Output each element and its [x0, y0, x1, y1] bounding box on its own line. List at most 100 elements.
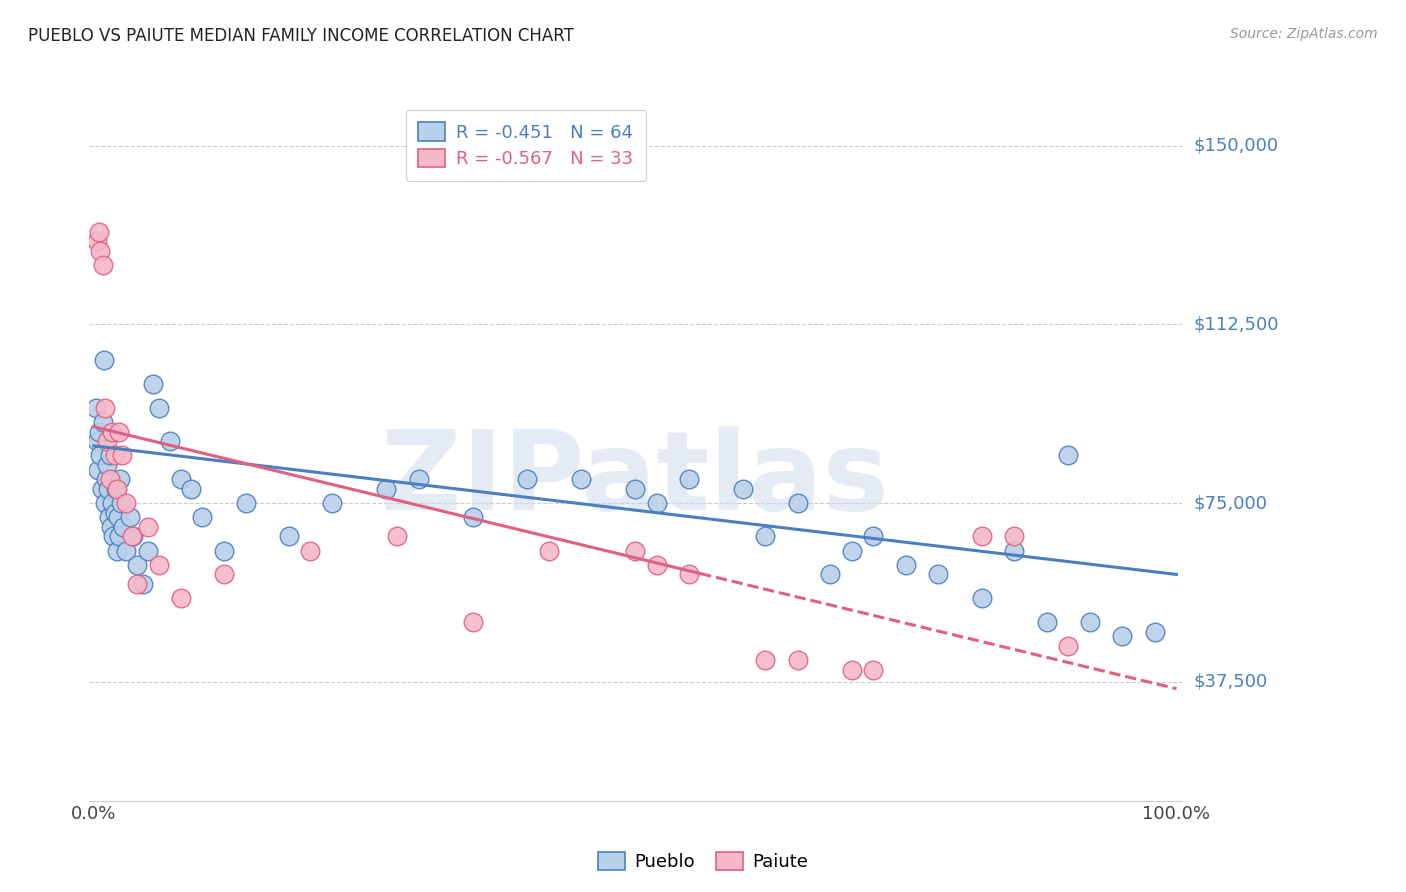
Point: [1057, 449, 1080, 463]
Point: [93, 353, 115, 368]
Point: [537, 543, 560, 558]
Point: [94, 401, 117, 415]
Point: [385, 529, 408, 543]
Point: [733, 482, 755, 496]
Point: [235, 496, 257, 510]
Point: [299, 543, 322, 558]
Point: [191, 510, 214, 524]
Point: [98, 510, 121, 524]
Point: [1143, 624, 1166, 639]
Point: [111, 449, 134, 463]
Point: [1002, 529, 1025, 543]
Point: [148, 401, 170, 415]
Point: [127, 558, 149, 572]
Point: [98, 449, 121, 463]
Point: [104, 482, 127, 496]
Point: [96, 458, 118, 472]
Point: [101, 496, 124, 510]
Point: [97, 482, 120, 496]
Point: [136, 520, 159, 534]
Text: Source: ZipAtlas.com: Source: ZipAtlas.com: [1230, 27, 1378, 41]
Point: [894, 558, 917, 572]
Point: [169, 591, 191, 606]
Point: [94, 472, 117, 486]
Point: [115, 543, 138, 558]
Text: $37,500: $37,500: [1194, 673, 1267, 690]
Point: [105, 482, 128, 496]
Point: [103, 449, 125, 463]
Point: [624, 543, 647, 558]
Point: [127, 577, 149, 591]
Point: [115, 496, 138, 510]
Point: [103, 506, 125, 520]
Point: [818, 567, 841, 582]
Point: [112, 520, 135, 534]
Point: [159, 434, 181, 449]
Point: [98, 472, 121, 486]
Point: [103, 529, 125, 543]
Point: [754, 529, 776, 543]
Point: [754, 653, 776, 667]
Point: [277, 529, 299, 543]
Point: [108, 529, 131, 543]
Point: [94, 496, 117, 510]
Point: [96, 434, 118, 449]
Legend: R = -0.451   N = 64, R = -0.567   N = 33: R = -0.451 N = 64, R = -0.567 N = 33: [406, 110, 645, 181]
Point: [645, 496, 668, 510]
Point: [841, 663, 863, 677]
Point: [89, 244, 111, 258]
Point: [786, 496, 808, 510]
Point: [624, 482, 647, 496]
Point: [136, 543, 159, 558]
Point: [84, 401, 107, 415]
Point: [122, 529, 145, 543]
Point: [678, 472, 700, 486]
Point: [321, 496, 343, 510]
Point: [148, 558, 170, 572]
Point: [516, 472, 538, 486]
Point: [678, 567, 700, 582]
Point: [107, 510, 129, 524]
Point: [786, 653, 808, 667]
Point: [1078, 615, 1101, 629]
Text: PUEBLO VS PAIUTE MEDIAN FAMILY INCOME CORRELATION CHART: PUEBLO VS PAIUTE MEDIAN FAMILY INCOME CO…: [28, 27, 574, 45]
Point: [212, 567, 235, 582]
Point: [142, 376, 165, 391]
Point: [461, 615, 484, 629]
Point: [461, 510, 484, 524]
Point: [862, 529, 884, 543]
Point: [131, 577, 153, 591]
Point: [87, 463, 110, 477]
Text: $150,000: $150,000: [1194, 136, 1278, 155]
Point: [108, 472, 131, 486]
Point: [118, 510, 141, 524]
Point: [862, 663, 884, 677]
Legend: Pueblo, Paiute: Pueblo, Paiute: [591, 845, 815, 879]
Point: [91, 258, 114, 272]
Point: [180, 482, 202, 496]
Point: [841, 543, 863, 558]
Point: [89, 425, 111, 439]
Point: [970, 529, 993, 543]
Point: [169, 472, 191, 486]
Point: [89, 449, 111, 463]
Point: [91, 415, 114, 429]
Point: [110, 496, 132, 510]
Point: [1035, 615, 1057, 629]
Point: [86, 434, 108, 449]
Point: [970, 591, 993, 606]
Point: [89, 225, 111, 239]
Text: $75,000: $75,000: [1194, 494, 1267, 512]
Point: [408, 472, 430, 486]
Point: [645, 558, 668, 572]
Point: [101, 425, 124, 439]
Point: [1111, 629, 1133, 643]
Point: [90, 482, 112, 496]
Point: [212, 543, 235, 558]
Point: [927, 567, 949, 582]
Point: [569, 472, 592, 486]
Point: [108, 425, 131, 439]
Text: ZIPatlas: ZIPatlas: [381, 425, 889, 533]
Point: [105, 543, 128, 558]
Text: $112,500: $112,500: [1194, 316, 1278, 334]
